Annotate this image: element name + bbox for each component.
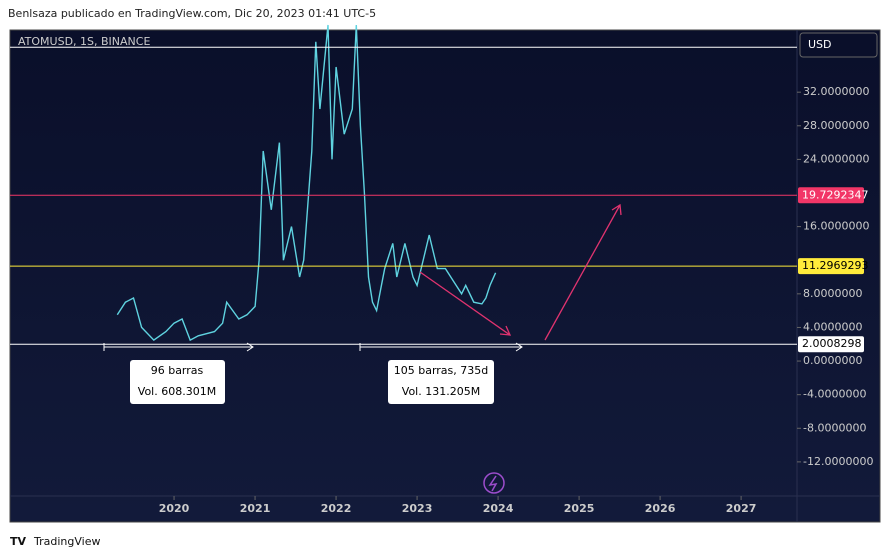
y-tick-label: 32.0000000: [803, 85, 869, 98]
level-badge: [798, 258, 864, 275]
measure-box: [388, 360, 494, 404]
level-badge: [798, 187, 864, 204]
measure-text: Vol. 608.301M: [138, 385, 216, 398]
x-tick-label: 2023: [402, 502, 433, 515]
currency-box[interactable]: [799, 32, 878, 58]
plot: [10, 24, 797, 345]
level-label: 19.7292347: [802, 188, 868, 201]
x-tick-label: 2027: [726, 502, 757, 515]
y-tick-label: 0.0000000: [803, 354, 863, 367]
y-tick-label: 4.0000000: [803, 320, 863, 333]
chart-title: ATOMUSD, 1S, BINANCE: [18, 35, 150, 48]
price-line: [116, 24, 497, 342]
y-tick-label: 8.0000000: [803, 287, 863, 300]
y-tick-label: 28.0000000: [803, 119, 869, 132]
measure-text: Vol. 131.205M: [402, 385, 480, 398]
y-tick-label: 16.0000000: [803, 220, 869, 233]
alert-icon[interactable]: [483, 472, 505, 494]
y-tick-label: -8.0000000: [803, 421, 866, 434]
measure-box: [130, 360, 225, 404]
y-tick-label: -12.0000000: [803, 455, 873, 468]
measure-text: 105 barras, 735d: [394, 364, 489, 377]
x-tick-label: 2022: [321, 502, 352, 515]
y-tick-label: 24.0000000: [803, 152, 869, 165]
ranges: [103, 342, 523, 352]
level-label: 11.2969293: [802, 259, 868, 272]
chart-frame: [9, 29, 881, 523]
header: Benlsaza publicado en TradingView.com, D…: [8, 7, 376, 20]
x-tick-label: 2021: [240, 502, 271, 515]
footer: TradingView: [33, 535, 100, 548]
alert-icon: [488, 475, 498, 492]
logo: TV: [10, 535, 27, 548]
measure-text: 96 barras: [151, 364, 204, 377]
level-badge: [798, 336, 864, 353]
level-label: 2.0008298: [802, 337, 862, 350]
x-tick-label: 2026: [645, 502, 676, 515]
x-tick-label: 2024: [483, 502, 514, 515]
x-tick-label: 2020: [159, 502, 190, 515]
arrows: [419, 203, 622, 341]
y-tick-label: -4.0000000: [803, 388, 866, 401]
currency: USD: [808, 38, 832, 51]
x-tick-label: 2025: [564, 502, 595, 515]
